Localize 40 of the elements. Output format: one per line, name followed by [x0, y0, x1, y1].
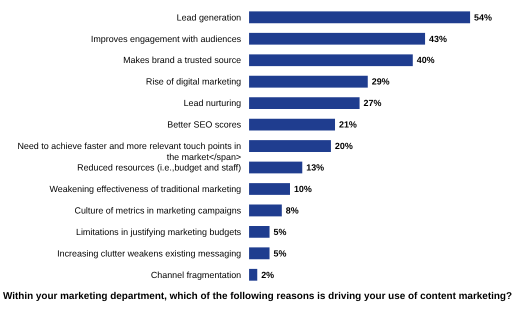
data-label: 21% [338, 120, 357, 130]
y-tick-label: Rise of digital marketing [146, 76, 242, 87]
text: Within your marketing department, which of the following reasons is driving your use of content marketing? [2, 290, 512, 302]
y-tick-label: Weakening effectiveness of traditional marketing [50, 184, 242, 194]
data-label: 54% [474, 12, 492, 22]
y-tick-label: Better SEO scores [167, 120, 242, 130]
bar [249, 11, 470, 24]
data-label: 40% [416, 55, 435, 66]
bar [249, 118, 336, 130]
data-label: 2% [261, 270, 274, 280]
y-tick-label: Reduced resources (i.e.,budget and staff) [77, 162, 242, 172]
y-tick-label: Lead generation [176, 12, 242, 22]
data-label: 43% [429, 34, 447, 44]
data-label: 29% [372, 76, 390, 87]
y-tick-label: Culture of metrics in marketing campaigns [74, 205, 242, 216]
data-label: 5% [274, 226, 286, 237]
y-tick-label: Makes brand a trusted source [123, 55, 242, 66]
bar [249, 268, 258, 281]
data-label: 20% [334, 141, 353, 152]
bar [249, 183, 290, 195]
bar [249, 226, 270, 238]
data-label: 8% [286, 205, 299, 216]
data-label: 13% [306, 162, 324, 172]
bar [249, 162, 302, 174]
y-tick-label: Need to achieve faster and more relevant touch points in the market</span> [17, 141, 242, 162]
data-label: 10% [294, 184, 312, 194]
y-tick-label: Increasing clutter weakens existing messaging [57, 248, 242, 258]
bar [249, 140, 331, 152]
y-tick-label: Channel fragmentation [150, 270, 242, 280]
bar [249, 247, 270, 260]
data-label: 27% [364, 98, 382, 108]
y-tick-label: Improves engagement with audiences [90, 34, 242, 44]
bar [249, 204, 282, 216]
y-tick-label: Lead nurturing [184, 98, 242, 108]
y-tick-label: Limitations in justifying marketing budgets [76, 226, 242, 237]
bar [249, 76, 368, 88]
bar [249, 32, 426, 45]
bar [249, 54, 413, 66]
data-label: 5% [274, 248, 286, 258]
bar [249, 97, 360, 110]
